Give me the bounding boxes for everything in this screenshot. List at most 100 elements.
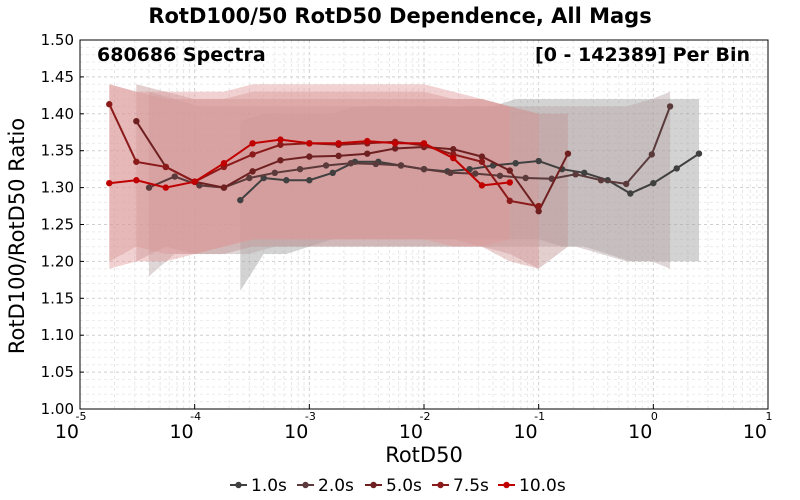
series-line-2-0s	[148, 106, 672, 189]
per-bin-annotation: [0 - 142389] Per Bin	[535, 44, 750, 66]
data-point	[249, 151, 256, 158]
data-point	[506, 179, 513, 186]
data-point	[220, 184, 228, 191]
data-point	[572, 171, 579, 178]
x-tick-label: 10	[399, 421, 423, 443]
legend-swatch-marker	[437, 481, 444, 489]
data-point	[249, 140, 256, 147]
x-tick-exponent: 1	[766, 410, 773, 423]
data-point	[506, 197, 513, 205]
y-tick-label: 1.25	[41, 216, 74, 234]
data-point	[322, 162, 330, 169]
legend-item: 7.5s	[432, 476, 489, 496]
data-point	[335, 140, 342, 147]
legend-item: 2.0s	[297, 476, 354, 496]
data-point	[391, 145, 399, 152]
legend-label: 10.0s	[519, 476, 566, 496]
x-tick-label: 10	[513, 421, 537, 443]
data-point	[133, 177, 140, 184]
chart-title: RotD100/50 RotD50 Dependence, All Mags	[148, 4, 651, 28]
band-5-0s	[136, 84, 568, 269]
y-axis-label: RotD100/RotD50 Ratio	[5, 118, 29, 354]
data-point	[329, 169, 336, 177]
y-tick-label: 1.20	[41, 252, 74, 270]
data-point	[673, 165, 680, 172]
data-point	[306, 177, 313, 184]
y-tick-label: 1.10	[41, 326, 74, 344]
legend-label: 7.5s	[453, 476, 489, 496]
data-point	[133, 117, 140, 125]
data-point	[478, 182, 486, 189]
data-point	[271, 169, 279, 177]
y-tick-labels: 1.00 1.05 1.10 1.15 1.20 1.25 1.30 1.35 1.40 1.45…	[41, 31, 84, 418]
legend-item: 10.0s	[498, 476, 566, 496]
data-point	[364, 137, 371, 145]
data-point	[450, 154, 457, 162]
data-point	[581, 169, 588, 177]
legend-item: 1.0s	[230, 476, 287, 496]
legend-label: 2.0s	[318, 476, 354, 496]
data-point	[391, 140, 399, 147]
x-tick-label: 10	[628, 421, 652, 443]
data-point	[277, 136, 284, 143]
legend-label: 5.0s	[386, 476, 422, 496]
spectra-count-annotation: 680686 Spectra	[97, 44, 266, 66]
data-point	[237, 196, 244, 204]
data-point	[564, 150, 572, 157]
legend-swatch-marker	[370, 481, 377, 489]
data-point	[472, 170, 479, 177]
data-point	[106, 179, 113, 187]
data-point	[535, 208, 542, 215]
legend-swatch-marker	[503, 481, 510, 489]
data-point	[623, 180, 630, 188]
data-point	[506, 167, 513, 174]
data-point	[447, 169, 454, 177]
data-point	[283, 177, 290, 184]
data-point	[420, 165, 428, 173]
data-point	[496, 172, 504, 179]
legend-swatch-marker	[302, 481, 309, 489]
series-lines	[106, 101, 703, 215]
data-point	[695, 150, 703, 157]
data-point	[364, 150, 371, 157]
data-point	[648, 151, 656, 158]
x-axis-label: RotD50	[385, 443, 463, 467]
data-point	[450, 146, 457, 153]
legend-item: 5.0s	[365, 476, 422, 496]
data-point	[666, 103, 674, 110]
data-point	[277, 157, 284, 164]
y-tick-label: 1.40	[41, 105, 74, 123]
data-point	[162, 184, 169, 191]
y-tick-label: 1.30	[41, 179, 74, 197]
x-tick-exponent: -5	[76, 410, 87, 423]
series-line-5-0s	[135, 120, 569, 214]
data-point	[171, 173, 178, 180]
data-point	[133, 158, 140, 165]
x-tick-exponent: -4	[190, 410, 201, 423]
y-tick-label: 1.45	[41, 68, 74, 86]
data-point	[306, 140, 313, 147]
x-tick-label: 10	[55, 421, 79, 443]
data-point	[347, 160, 355, 167]
x-tick-exponent: -1	[534, 410, 545, 423]
x-tick-exponent: -3	[305, 410, 316, 423]
data-point	[249, 168, 256, 175]
data-point	[420, 140, 428, 147]
data-point	[535, 157, 542, 165]
legend: 1.0s 2.0s 5.0s 7.5s 10.0s	[230, 476, 566, 496]
data-point	[162, 163, 169, 171]
data-point	[466, 165, 473, 173]
data-point	[597, 177, 605, 184]
data-point	[627, 190, 634, 197]
x-tick-exponent: -2	[420, 410, 431, 423]
data-point	[145, 184, 153, 191]
band-10-0s	[109, 84, 510, 269]
x-tick-label: 10	[743, 421, 767, 443]
y-tick-label: 1.00	[41, 400, 74, 418]
y-tick-label: 1.35	[41, 142, 74, 160]
data-point	[397, 162, 405, 169]
y-tick-label: 1.05	[41, 363, 74, 381]
data-point	[535, 202, 542, 210]
data-point	[522, 174, 529, 182]
